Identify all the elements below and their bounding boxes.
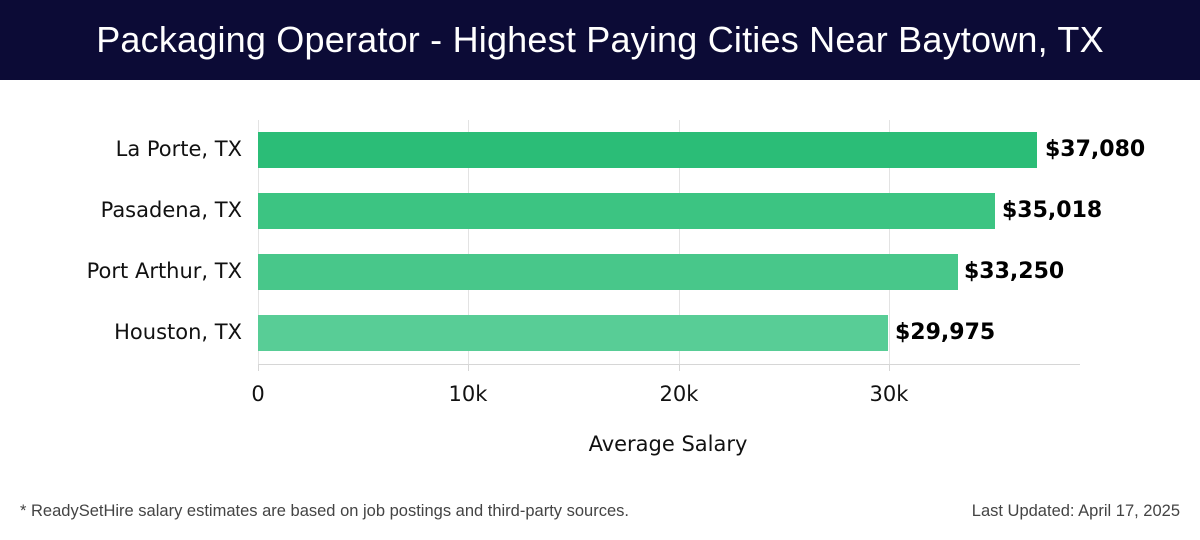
- x-tick: [468, 364, 469, 371]
- x-tick: [258, 364, 259, 371]
- category-label: Pasadena, TX: [100, 198, 242, 222]
- x-tick-label: 30k: [869, 382, 909, 406]
- x-tick: [889, 364, 890, 371]
- gridline-20k: [679, 120, 680, 370]
- value-label: $29,975: [895, 320, 996, 345]
- footnote: * ReadySetHire salary estimates are base…: [20, 502, 629, 520]
- gridline-0: [258, 120, 259, 370]
- x-axis-title: Average Salary: [588, 432, 748, 456]
- bar-houston: [258, 315, 888, 351]
- category-label: Houston, TX: [114, 320, 242, 344]
- bar-pasadena: [258, 193, 995, 229]
- category-label: Port Arthur, TX: [86, 259, 242, 283]
- gridline-10k: [468, 120, 469, 370]
- last-updated: Last Updated: April 17, 2025: [971, 502, 1180, 520]
- category-label: La Porte, TX: [115, 137, 242, 161]
- gridline-30k: [889, 120, 890, 370]
- x-tick-label: 20k: [659, 382, 699, 406]
- value-label: $33,250: [964, 259, 1065, 284]
- x-axis-line: [258, 364, 1080, 365]
- value-label: $37,080: [1045, 137, 1146, 162]
- bar-port-arthur: [258, 254, 958, 290]
- value-label: $35,018: [1002, 198, 1103, 223]
- chart-title: Packaging Operator - Highest Paying Citi…: [96, 19, 1104, 60]
- chart-header: Packaging Operator - Highest Paying Citi…: [0, 0, 1200, 80]
- x-tick-label: 10k: [448, 382, 488, 406]
- x-tick: [679, 364, 680, 371]
- x-tick-label: 0: [251, 382, 265, 406]
- bar-la-porte: [258, 132, 1037, 168]
